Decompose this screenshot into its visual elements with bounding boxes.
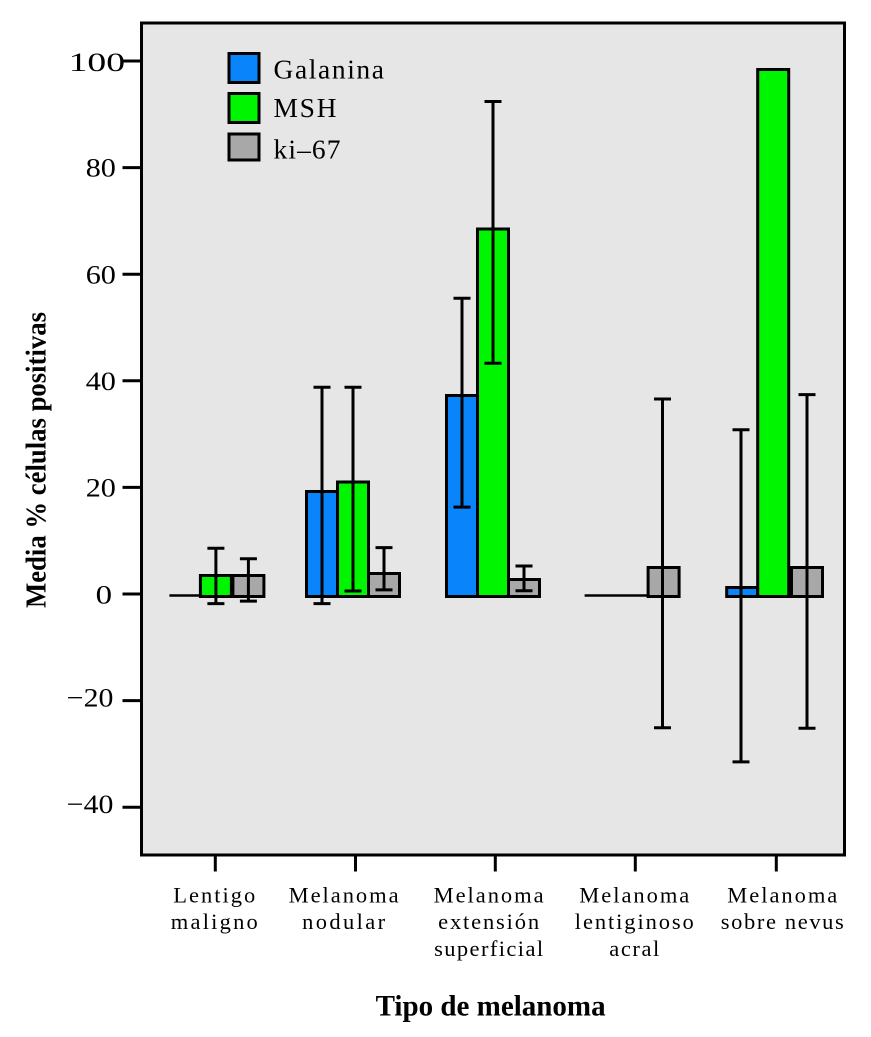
svg-text:0: 0 bbox=[96, 580, 112, 609]
svg-text:acral: acral bbox=[609, 936, 659, 961]
svg-text:maligno: maligno bbox=[171, 909, 258, 934]
svg-text:60: 60 bbox=[86, 261, 116, 290]
svg-text:Melanoma: Melanoma bbox=[727, 882, 837, 907]
svg-text:ki–67: ki–67 bbox=[274, 134, 341, 165]
svg-text:Melanoma: Melanoma bbox=[289, 882, 399, 907]
svg-text:lentiginoso: lentiginoso bbox=[575, 909, 694, 934]
svg-text:−40: −40 bbox=[67, 791, 114, 820]
svg-text:MSH: MSH bbox=[274, 92, 337, 123]
svg-text:Media % células positivas: Media % células positivas bbox=[21, 312, 53, 608]
svg-text:20: 20 bbox=[86, 474, 116, 503]
svg-text:100: 100 bbox=[69, 48, 125, 77]
svg-text:sobre nevus: sobre nevus bbox=[721, 909, 844, 934]
svg-text:80: 80 bbox=[86, 154, 116, 183]
svg-text:Melanoma: Melanoma bbox=[579, 882, 689, 907]
svg-text:nodular: nodular bbox=[302, 909, 386, 934]
svg-text:Melanoma: Melanoma bbox=[434, 882, 544, 907]
svg-text:40: 40 bbox=[86, 368, 116, 397]
svg-text:Tipo de melanoma: Tipo de melanoma bbox=[376, 990, 606, 1022]
svg-text:−20: −20 bbox=[67, 684, 114, 713]
svg-text:Galanina: Galanina bbox=[274, 54, 385, 85]
svg-text:Lentigo: Lentigo bbox=[173, 882, 255, 907]
svg-text:extensión: extensión bbox=[438, 909, 539, 934]
